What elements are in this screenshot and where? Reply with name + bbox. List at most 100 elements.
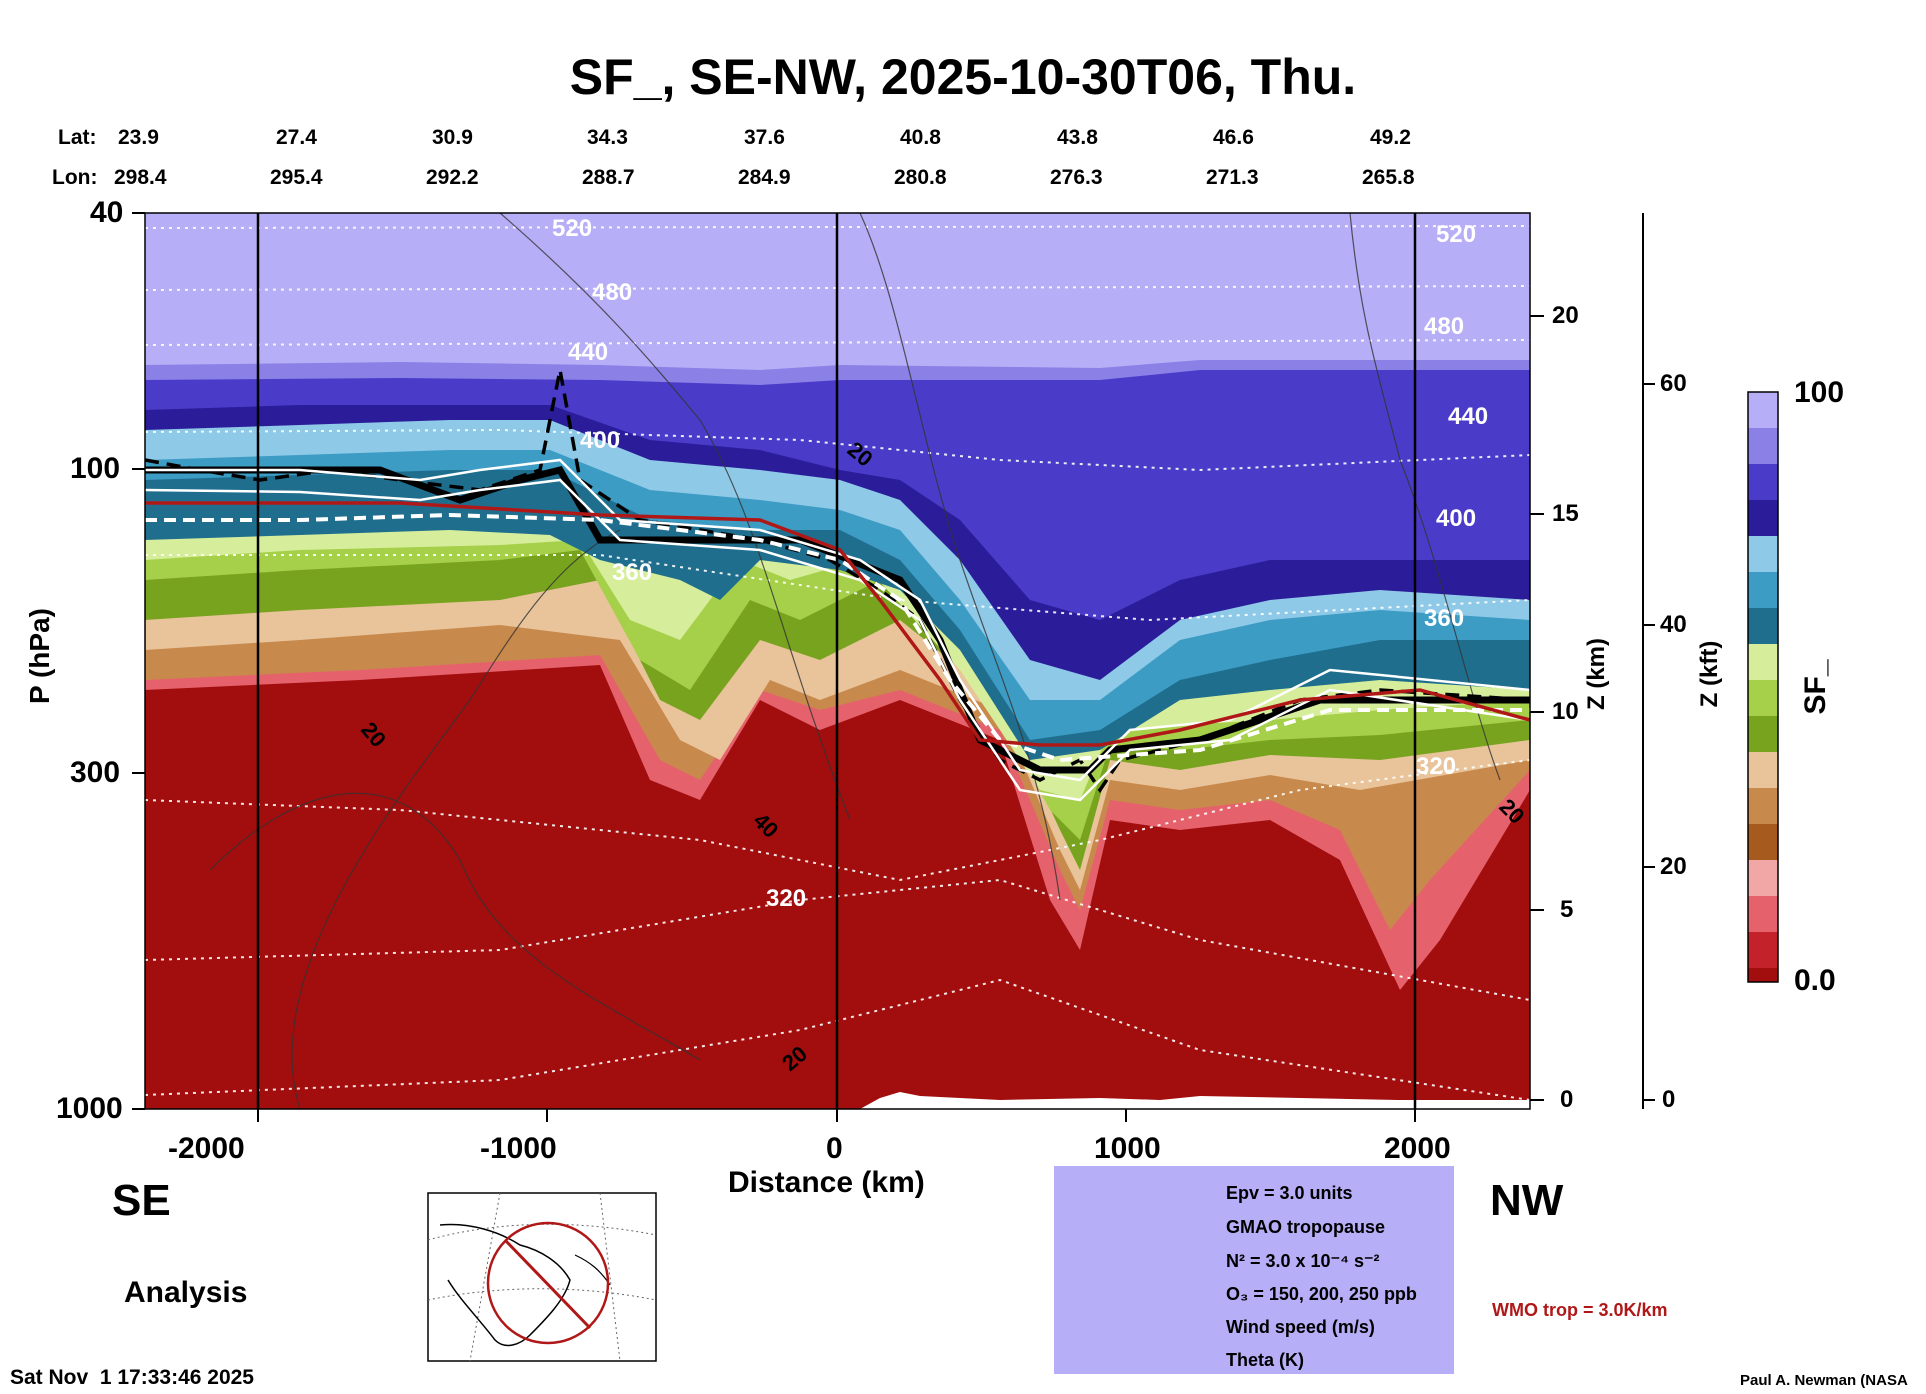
wind-contour <box>499 213 851 821</box>
theta-label: 360 <box>1424 605 1464 632</box>
colorbar-swatch <box>1748 752 1778 788</box>
reference-verticals <box>256 213 1417 1109</box>
colorbar-frame <box>1747 391 1779 983</box>
legend-row-theta: Theta (K) <box>1054 1346 1454 1376</box>
x-axis-ticks <box>257 1109 1416 1122</box>
p-tick-label: 100 <box>70 452 121 485</box>
map-graticule <box>427 1223 657 1241</box>
legend-theta-label: Theta (K) <box>1226 1350 1304 1370</box>
lat-value: 23.9 <box>118 126 159 149</box>
legend-n2-label: N² = 3.0 x 10⁻⁴ s⁻² <box>1226 1251 1380 1271</box>
lat-value: 37.6 <box>744 126 785 149</box>
theta-label: 360 <box>612 559 652 586</box>
x-tick-label: 2000 <box>1384 1132 1451 1165</box>
colorbar-swatch <box>1748 680 1778 716</box>
theta-label: 480 <box>1424 313 1464 340</box>
direction-left: SE <box>112 1176 171 1225</box>
timestamp: Sat Nov 1 17:33:46 2025 <box>10 1366 254 1389</box>
o3-contour <box>145 458 1530 782</box>
map-domain-circle <box>486 1221 610 1345</box>
theta-labels: 520 480 440 400 360 320 520 480 440 400 … <box>552 215 1488 912</box>
lon-value: 276.3 <box>1050 166 1103 189</box>
colorbar-title: SF_ <box>1799 659 1832 715</box>
colorbar-swatch <box>1748 428 1778 464</box>
x-axis-label: Distance (km) <box>728 1166 925 1199</box>
colorbar-swatch <box>1748 500 1778 536</box>
zkft-tick-label: 60 <box>1660 370 1687 397</box>
colorbar-swatch <box>1748 788 1778 824</box>
colorbar-min-label: 0.0 <box>1794 964 1836 997</box>
lat-value: 46.6 <box>1213 126 1254 149</box>
p-tick-label: 1000 <box>56 1092 123 1125</box>
lon-value: 271.3 <box>1206 166 1259 189</box>
colorbar-swatch <box>1748 860 1778 896</box>
legend-epv-label: Epv = 3.0 units <box>1226 1183 1353 1203</box>
colorbar-swatch <box>1748 932 1778 968</box>
theta-contours <box>145 225 1530 1101</box>
lon-value: 292.2 <box>426 166 479 189</box>
lon-value: 298.4 <box>114 166 167 189</box>
zkft-axis-label: Z (kft) <box>1696 640 1723 708</box>
lat-value: 30.9 <box>432 126 473 149</box>
theta-label: 400 <box>1436 505 1476 532</box>
legend-wind-label: Wind speed (m/s) <box>1226 1317 1375 1337</box>
n2-contour <box>145 512 1530 763</box>
colorbar-swatch <box>1748 608 1778 644</box>
zkm-axis-label: Z (km) <box>1583 638 1610 710</box>
theta-label: 320 <box>766 885 806 912</box>
colorbar-swatch <box>1748 896 1778 932</box>
colorbar-swatch <box>1748 572 1778 608</box>
epv-contour <box>145 369 1530 794</box>
colorbar-swatch <box>1748 644 1778 680</box>
wmo-tropopause-label: WMO trop = 3.0K/km <box>1492 1300 1668 1320</box>
theta-label: 320 <box>1416 753 1456 780</box>
theta-contour <box>145 978 1530 1101</box>
colorbar <box>1747 391 1779 983</box>
lon-value: 295.4 <box>270 166 323 189</box>
wind-speed-contours <box>209 213 1501 1109</box>
x-tick-label: 0 <box>826 1132 843 1165</box>
legend-row-epv: Epv = 3.0 units <box>1054 1179 1454 1209</box>
lon-value: 265.8 <box>1362 166 1415 189</box>
p-tick-label: 40 <box>90 196 124 229</box>
x-tick-label: 1000 <box>1094 1132 1161 1165</box>
zkft-tick-label: 20 <box>1660 853 1687 880</box>
lon-value: 280.8 <box>894 166 947 189</box>
lon-value: 284.9 <box>738 166 791 189</box>
zkft-axis <box>1642 213 1655 1109</box>
wind-contour <box>291 529 621 1109</box>
map-graticule <box>427 1288 657 1301</box>
zkm-tick-label: 10 <box>1552 698 1579 725</box>
theta-contour <box>145 339 1530 346</box>
x-tick-label: -1000 <box>480 1132 557 1165</box>
wmo-tropopause <box>145 501 1530 747</box>
colorbar-swatch <box>1748 464 1778 500</box>
colorbar-swatch <box>1748 392 1778 428</box>
p-tick-label: 300 <box>70 756 121 789</box>
zkm-tick-label: 20 <box>1552 302 1579 329</box>
zkft-tick-label: 40 <box>1660 611 1687 638</box>
lat-value: 34.3 <box>587 126 628 149</box>
colorbar-max-label: 100 <box>1794 376 1845 409</box>
zkm-axis <box>1530 315 1544 1101</box>
colorbar-swatch <box>1748 968 1778 982</box>
surface-mask <box>860 1092 1530 1109</box>
x-tick-label: -2000 <box>168 1132 245 1165</box>
colorbar-swatch <box>1748 824 1778 860</box>
zkft-tick-label: 0 <box>1662 1086 1676 1113</box>
zkm-tick-label: 0 <box>1560 1086 1574 1113</box>
lon-value: 288.7 <box>582 166 635 189</box>
lat-value: 40.8 <box>900 126 941 149</box>
legend-o3-label: O₃ = 150, 200, 250 ppb <box>1226 1284 1417 1304</box>
theta-label: 520 <box>552 215 592 242</box>
theta-label: 440 <box>568 339 608 366</box>
lon-label: Lon: <box>52 166 98 189</box>
o3-contour <box>145 478 1530 802</box>
legend-box: Epv = 3.0 units GMAO tropopause N² = 3.0… <box>1054 1166 1454 1374</box>
legend-gmao-label: GMAO tropopause <box>1226 1217 1386 1237</box>
map-graticule <box>599 1192 621 1362</box>
colorbar-swatch <box>1748 716 1778 752</box>
legend-row-n2: N² = 3.0 x 10⁻⁴ s⁻² <box>1054 1247 1454 1277</box>
lat-value: 27.4 <box>276 126 317 149</box>
